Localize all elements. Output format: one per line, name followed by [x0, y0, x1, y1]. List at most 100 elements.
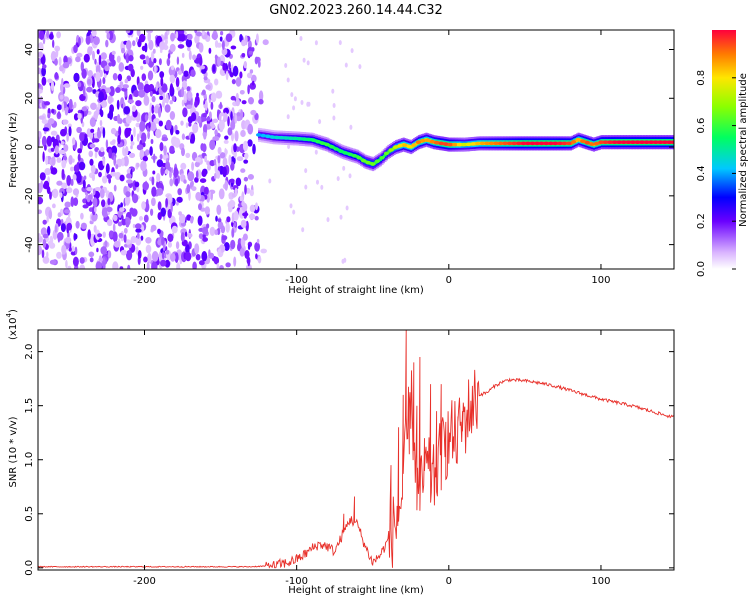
- noise-blob: [198, 260, 205, 266]
- noise-blob: [211, 32, 218, 40]
- noise-blob: [38, 51, 43, 58]
- ridge-blob: [557, 141, 563, 146]
- noise-blob: [111, 50, 116, 56]
- noise-blob: [107, 198, 111, 206]
- noise-blob: [224, 149, 228, 155]
- noise-blob: [169, 83, 174, 95]
- noise-blob: [162, 244, 166, 252]
- noise-blob: [89, 158, 94, 166]
- noise-blob: [52, 39, 55, 48]
- noise-blob: [112, 223, 116, 233]
- noise-blob: [201, 89, 206, 96]
- noise-blob: [73, 101, 77, 108]
- noise-blob: [249, 189, 254, 197]
- colorbar-tick-label: 0.6: [696, 118, 707, 134]
- noise-blob: [38, 245, 43, 256]
- noise-blob: [187, 46, 191, 52]
- noise-blob: [128, 152, 136, 159]
- ridge-blob: [356, 156, 362, 160]
- noise-blob: [147, 31, 151, 42]
- ridge-blob: [452, 142, 458, 147]
- noise-blob: [123, 227, 128, 234]
- snr-background: [38, 330, 674, 570]
- noise-blob: [169, 170, 172, 179]
- noise-blob: [214, 172, 217, 180]
- noise-blob: [142, 155, 148, 162]
- noise-blob: [183, 90, 187, 102]
- noise-blob: [42, 256, 50, 264]
- noise-blob: [51, 156, 56, 166]
- noise-blob: [195, 254, 201, 261]
- x-tick-label: 0: [446, 576, 452, 587]
- noise-blob: [113, 155, 117, 166]
- noise-blob: [151, 186, 157, 197]
- noise-blob: [117, 73, 123, 82]
- noise-blob: [151, 176, 155, 186]
- ridge-blob: [584, 140, 590, 145]
- noise-blob: [206, 160, 210, 166]
- noise-blob: [198, 203, 202, 211]
- ridge-blob: [315, 139, 321, 144]
- ridge-blob: [593, 141, 600, 146]
- noise-blob: [142, 142, 146, 148]
- ridge-blob: [424, 138, 431, 142]
- noise-blob: [169, 43, 176, 53]
- noise-blob: [217, 155, 221, 164]
- noise-blob: [50, 50, 57, 62]
- ridge-blob: [411, 143, 417, 147]
- noise-blob: [92, 89, 97, 94]
- ridge-blob: [525, 141, 531, 146]
- noise-blob: [41, 119, 49, 124]
- noise-blob: [248, 213, 256, 220]
- noise-blob: [190, 69, 196, 77]
- noise-blob: [239, 71, 243, 79]
- noise-speck: [339, 214, 343, 220]
- noise-blob: [113, 184, 117, 192]
- noise-blob: [191, 161, 195, 171]
- noise-blob: [226, 216, 231, 223]
- noise-blob: [139, 149, 145, 160]
- noise-blob: [169, 111, 176, 120]
- noise-blob: [102, 231, 106, 238]
- noise-blob: [225, 70, 229, 81]
- ridge-blob: [415, 140, 421, 144]
- noise-speck: [286, 77, 290, 83]
- colorbar-tick-label: 0.4: [696, 165, 707, 181]
- noise-blob: [90, 164, 96, 174]
- noise-blob: [39, 172, 46, 181]
- noise-blob: [100, 109, 104, 118]
- noise-blob: [74, 233, 78, 240]
- noise-blob: [160, 207, 166, 217]
- ridge-blob: [639, 140, 645, 144]
- noise-blob: [81, 106, 88, 112]
- noise-blob: [210, 101, 214, 110]
- ridge-blob: [662, 140, 668, 144]
- ridge-blob: [324, 142, 330, 147]
- ridge-blob: [383, 151, 389, 156]
- noise-blob: [220, 225, 226, 234]
- noise-blob: [53, 152, 60, 158]
- noise-blob: [130, 141, 135, 146]
- noise-blob: [98, 91, 104, 102]
- noise-blob: [195, 31, 203, 37]
- noise-blob: [187, 91, 193, 99]
- noise-blob: [41, 66, 46, 77]
- noise-blob: [235, 177, 242, 187]
- noise-blob: [57, 111, 61, 118]
- noise-blob: [212, 136, 219, 141]
- noise-blob: [42, 127, 50, 132]
- noise-blob: [108, 230, 114, 238]
- noise-blob: [64, 201, 71, 208]
- noise-blob: [44, 168, 51, 176]
- noise-blob: [73, 72, 80, 83]
- noise-blob: [92, 197, 98, 208]
- noise-blob: [250, 109, 257, 116]
- noise-blob: [60, 128, 67, 137]
- noise-speck: [287, 144, 291, 150]
- noise-blob: [132, 223, 136, 229]
- noise-blob: [194, 100, 198, 108]
- noise-blob: [81, 68, 87, 79]
- noise-blob: [77, 153, 81, 162]
- noise-blob: [255, 253, 258, 260]
